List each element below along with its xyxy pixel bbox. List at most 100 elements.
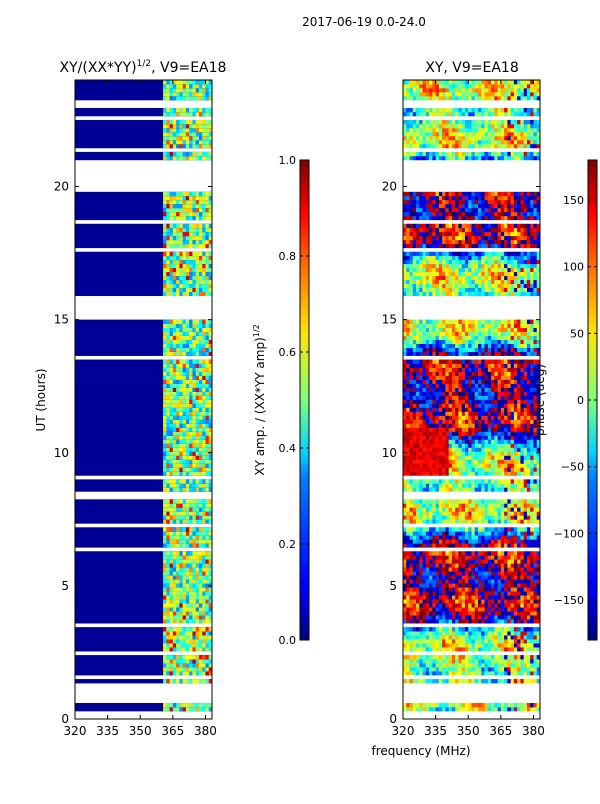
right-heatmap-cell [455,447,459,451]
right-heatmap-cell [445,611,449,615]
left-heatmap-cell [205,240,209,244]
left-heatmap-cell [173,507,177,511]
right-heatmap-cell [488,555,492,559]
left-heatmap-cell [205,344,209,348]
right-heatmap-cell [481,527,485,531]
left-heatmap-cell [173,280,177,284]
right-heatmap-cell [491,559,495,563]
right-heatmap-cell [439,451,443,455]
right-heatmap-cell [472,527,476,531]
right-heatmap-cell [485,411,489,415]
left-heatmap-cell [202,252,206,256]
left-heatmap-cell [189,527,193,531]
right-heatmap-cell [426,639,430,643]
left-heatmap-cell [189,667,193,671]
left-heatmap-cell [189,583,193,587]
right-heatmap-cell [488,543,492,547]
left-heatmap-cell [205,132,209,136]
right-heatmap-cell [416,403,420,407]
right-heatmap-cell [452,663,456,667]
left-heatmap-cell [202,208,206,212]
right-heatmap-cell [429,527,433,531]
left-heatmap-cell [183,208,187,212]
left-heatmap-cell [179,388,183,392]
left-heatmap-cell [186,487,190,491]
right-heatmap-cell [419,639,423,643]
right-heatmap-cell [507,671,511,675]
right-heatmap-cell [511,595,515,599]
right-heatmap-cell [520,599,524,603]
right-heatmap-cell [439,551,443,555]
right-heatmap-cell [442,531,446,535]
right-heatmap-cell [423,659,427,663]
left-heatmap-cell [199,679,203,683]
left-heatmap-cell [176,364,180,368]
left-heatmap-cell [183,360,187,364]
left-heatmap-cell [170,679,174,683]
right-heatmap-cell [478,655,482,659]
right-heatmap-cell [432,396,436,400]
amplitude-colorbar-gradient [300,160,309,640]
right-heatmap-cell [514,384,518,388]
right-heatmap-cell [416,519,420,523]
right-heatmap-cell [416,396,420,400]
left-heatmap-cell [192,499,196,503]
right-heatmap-cell [465,563,469,567]
left-heatmap-cell [183,515,187,519]
right-heatmap-cell [475,551,479,555]
right-heatmap-cell [410,707,414,711]
left-heatmap-cell [173,583,177,587]
right-heatmap-cell [514,451,518,455]
left-heatmap-cell [192,443,196,447]
right-heatmap-cell [426,415,430,419]
right-heatmap-cell [504,647,508,651]
right-heatmap-cell [481,531,485,535]
right-heatmap-cell [511,563,515,567]
right-heatmap-cell [452,499,456,503]
right-heatmap-cell [458,575,462,579]
left-heatmap-cell [205,503,209,507]
left-heatmap-cell [196,204,200,208]
left-heatmap-cell [196,559,200,563]
left-heatmap-cell [186,483,190,487]
right-heatmap-cell [527,396,531,400]
right-heatmap-cell [419,579,423,583]
left-heatmap-cell [163,531,167,535]
right-heatmap-cell [419,407,423,411]
left-heatmap-cell [176,224,180,228]
left-heatmap-cell [166,535,170,539]
right-heatmap-cell [449,707,453,711]
right-heatmap-cell [494,619,498,623]
right-heatmap-cell [436,535,440,539]
left-heatmap-cell [179,479,183,483]
left-heatmap-cell [179,435,183,439]
right-heatmap-cell [481,479,485,483]
right-heatmap-cell [462,631,466,635]
right-heatmap-cell [520,703,524,707]
right-heatmap-cell [413,567,417,571]
right-heatmap-cell [416,455,420,459]
right-heatmap-cell [517,459,521,463]
left-heatmap-cell [189,427,193,431]
left-heatmap-cell [166,232,170,236]
left-heatmap-cell [166,579,170,583]
right-heatmap-cell [458,388,462,392]
right-heatmap-cell [485,619,489,623]
right-heatmap-cell [423,415,427,419]
left-heatmap-cell [179,124,183,128]
left-heatmap-cell [166,511,170,515]
left-heatmap-cell [166,419,170,423]
left-heatmap-cell [186,324,190,328]
left-heatmap-cell [170,663,174,667]
right-heatmap-cell [455,627,459,631]
left-heatmap-cell [173,192,177,196]
left-heatmap-cell [173,120,177,124]
right-heatmap-cell [475,563,479,567]
right-heatmap-cell [524,595,528,599]
right-heatmap-cell [530,539,534,543]
left-heatmap-cell [183,400,187,404]
right-heatmap-cell [416,499,420,503]
right-heatmap-cell [445,535,449,539]
right-heatmap-cell [439,380,443,384]
left-heatmap-cell [176,252,180,256]
